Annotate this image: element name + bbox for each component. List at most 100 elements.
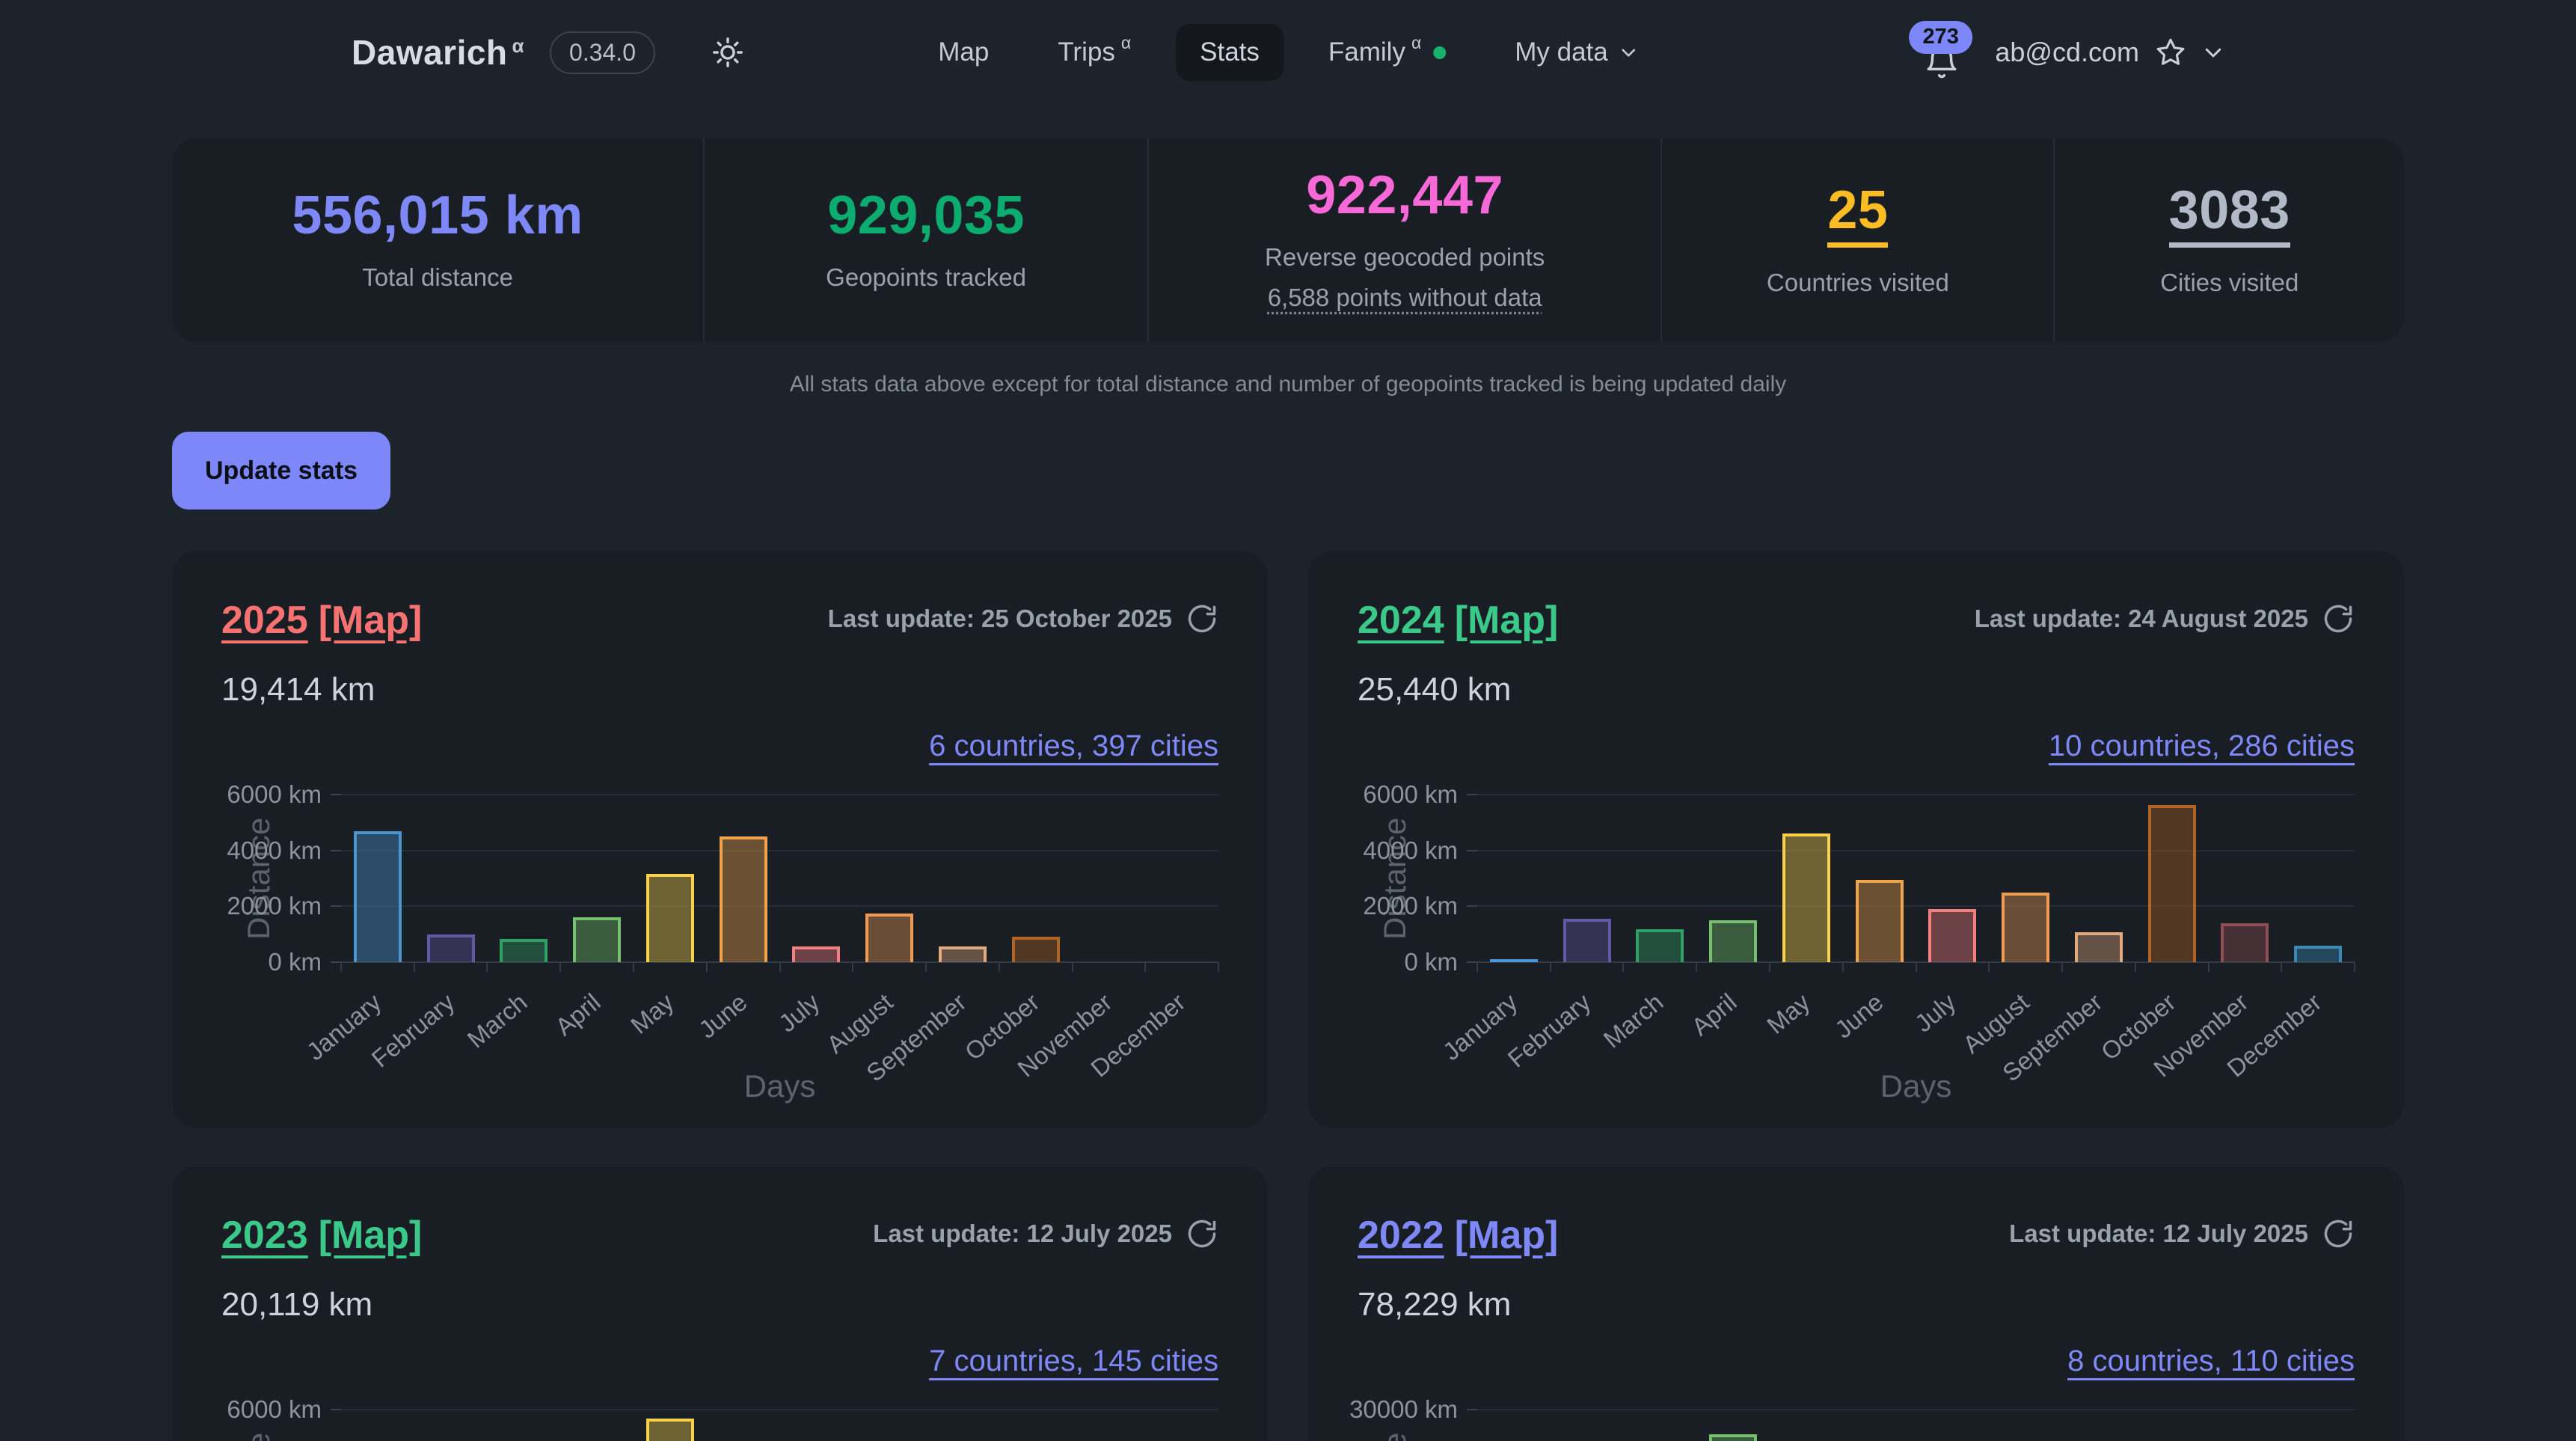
nav-label: Family [1328, 37, 1405, 67]
grid-line [341, 1409, 1218, 1410]
last-update-text: Last update: 12 July 2025 [2009, 1220, 2308, 1247]
alpha-badge: α [512, 34, 525, 57]
stat-label: Total distance [362, 263, 513, 291]
grid-line [1477, 850, 2355, 851]
x-tick-mark [340, 962, 342, 972]
countries-cities-link-2023[interactable]: 7 countries, 145 cities [929, 1344, 1218, 1377]
bar-april [1709, 1434, 1758, 1441]
map-link-2024[interactable]: [Map] [1454, 599, 1559, 642]
refresh-year-button[interactable] [1186, 1217, 1218, 1250]
x-tick-mark [1841, 962, 1844, 972]
x-tick-mark [1622, 962, 1625, 972]
y-tick-label: 0 km [1404, 948, 1458, 976]
nav-item-my-data[interactable]: My data [1491, 24, 1662, 81]
bar-slot [1477, 795, 1551, 962]
nav-label: Map [938, 37, 990, 67]
bar-july [1928, 909, 1977, 962]
year-card-2022: 2022 [Map] Last update: 12 July 2025 78,2… [1308, 1166, 2404, 1441]
refresh-year-button[interactable] [2322, 1217, 2355, 1250]
nav-item-trips[interactable]: Trips α [1034, 24, 1155, 81]
bar-november [2221, 923, 2269, 962]
stat-label: Countries visited [1766, 269, 1949, 296]
bar-july [792, 946, 841, 962]
bar-slot [414, 795, 488, 962]
nav-label: Stats [1200, 37, 1260, 67]
x-tick-mark [486, 962, 488, 972]
countries-cities-link-2025[interactable]: 6 countries, 397 cities [929, 729, 1218, 762]
y-axis-title: Distance [241, 817, 276, 940]
user-menu-button[interactable]: ab@cd.com [1995, 36, 2224, 69]
bar-slot [999, 795, 1073, 962]
bar-may [645, 1419, 694, 1441]
refresh-year-button[interactable] [1186, 602, 1218, 635]
last-update: Last update: 12 July 2025 [2009, 1217, 2355, 1250]
x-tick-mark [559, 962, 562, 972]
bar-slot [1696, 1410, 1770, 1441]
nav-item-family[interactable]: Family α [1304, 24, 1470, 81]
bar-january [353, 831, 402, 962]
y-tick-label: 2000 km [1363, 892, 1458, 920]
bar-february [426, 934, 475, 962]
notifications-button[interactable]: 273 [1909, 21, 1972, 81]
bar-slot [1145, 795, 1218, 962]
nav-item-map[interactable]: Map [914, 24, 1013, 81]
theme-toggle-button[interactable] [711, 35, 745, 70]
bar-september [2074, 932, 2123, 962]
refresh-year-button[interactable] [2322, 602, 2355, 635]
bar-slot [2135, 795, 2209, 962]
bar-slot [1770, 1410, 1843, 1441]
bar-slot [1843, 1410, 1916, 1441]
year-link-2025[interactable]: 2025 [221, 599, 308, 642]
y-tick-label: 6000 km [1363, 780, 1458, 808]
last-update: Last update: 12 July 2025 [873, 1217, 1218, 1250]
card-header: 2025 [Map] Last update: 25 October 2025 [221, 598, 1218, 643]
year-link-2024[interactable]: 2024 [1358, 599, 1444, 642]
card-header: 2022 [Map] Last update: 12 July 2025 [1358, 1213, 2355, 1258]
bar-slot [1145, 1410, 1218, 1441]
stat-value: 3083 [2168, 183, 2290, 248]
bar-slot [999, 1410, 1073, 1441]
stat-label: Geopoints tracked [826, 263, 1026, 291]
x-tick-mark [1915, 962, 1917, 972]
x-tick-mark [413, 962, 415, 972]
countries-cities-link-2022[interactable]: 8 countries, 110 cities [2067, 1344, 2355, 1377]
x-ticks [340, 962, 1219, 973]
map-link-2025[interactable]: [Map] [318, 599, 423, 642]
x-tick-mark [1988, 962, 1990, 972]
bar-slot [780, 1410, 853, 1441]
points-without-data-link[interactable]: 6,588 points without data [1267, 284, 1542, 311]
app-logo[interactable]: Dawarich α [352, 32, 524, 73]
year-link-2023[interactable]: 2023 [221, 1214, 308, 1257]
y-tick-mark [331, 850, 341, 851]
stat-label: Cities visited [2160, 269, 2299, 296]
bar-september [938, 946, 987, 962]
bar-slot [2062, 795, 2135, 962]
bar-slot [634, 1410, 707, 1441]
nav-item-stats[interactable]: Stats [1176, 24, 1284, 81]
stats-summary-row: 556,015 km Total distance 929,035 Geopoi… [172, 138, 2404, 342]
year-card-2025: 2025 [Map] Last update: 25 October 2025 1… [172, 551, 1268, 1128]
refresh-icon [1186, 1217, 1218, 1250]
alpha-badge: α [1411, 33, 1422, 52]
alpha-badge: α [1120, 33, 1132, 52]
year-link-2022[interactable]: 2022 [1358, 1214, 1444, 1257]
chevron-down-icon [2202, 41, 2224, 64]
bar-august [2002, 893, 2050, 962]
chevron-down-icon [1619, 43, 1638, 62]
countries-cities-link-2024[interactable]: 10 countries, 286 cities [2048, 729, 2355, 762]
map-link-2022[interactable]: [Map] [1454, 1214, 1559, 1257]
stat-countries-visited: 25 Countries visited [1660, 138, 2053, 342]
bar-may [645, 874, 694, 962]
bar-slot [1624, 795, 1697, 962]
stat-value: 929,035 [827, 186, 1025, 245]
update-stats-button[interactable]: Update stats [172, 432, 391, 510]
grid-line [341, 794, 1218, 795]
x-tick-mark [1696, 962, 1698, 972]
daily-update-note: All stats data above except for total di… [789, 372, 1787, 397]
map-link-2023[interactable]: [Map] [318, 1214, 423, 1257]
